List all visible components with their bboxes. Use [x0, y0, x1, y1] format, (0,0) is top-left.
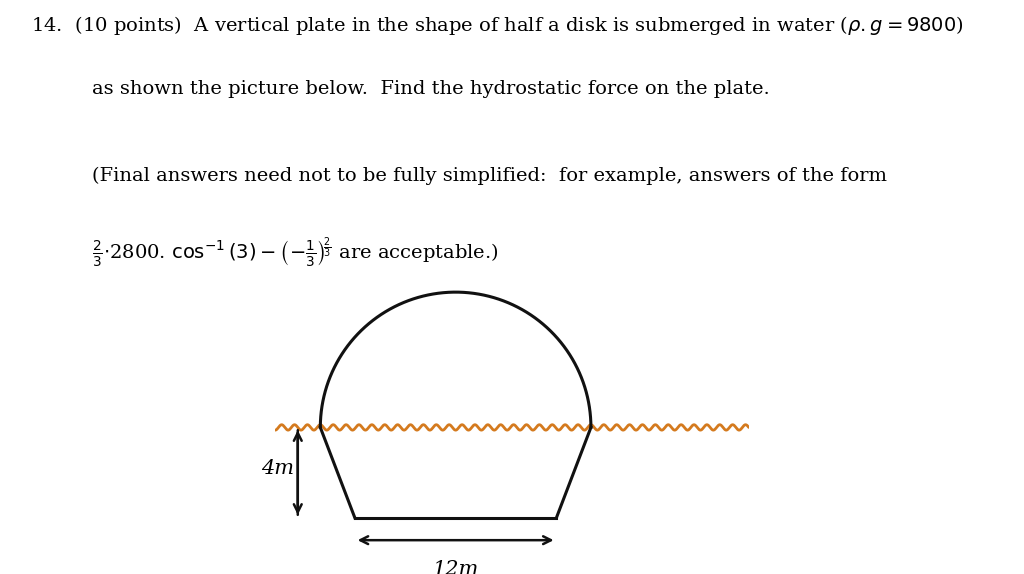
Text: as shown the picture below.  Find the hydrostatic force on the plate.: as shown the picture below. Find the hyd… [92, 80, 770, 98]
Text: 14.  (10 points)  A vertical plate in the shape of half a disk is submerged in w: 14. (10 points) A vertical plate in the … [31, 14, 964, 37]
Text: $\frac{2}{3}$$\cdot$2800. $\cos^{-1}(3) - \left(-\frac{1}{3}\right)^{\!\frac{2}{: $\frac{2}{3}$$\cdot$2800. $\cos^{-1}(3) … [92, 235, 499, 270]
Text: 12m: 12m [432, 560, 479, 574]
Text: 4m: 4m [261, 459, 294, 478]
Text: (Final answers need not to be fully simplified:  for example, answers of the for: (Final answers need not to be fully simp… [92, 166, 887, 185]
